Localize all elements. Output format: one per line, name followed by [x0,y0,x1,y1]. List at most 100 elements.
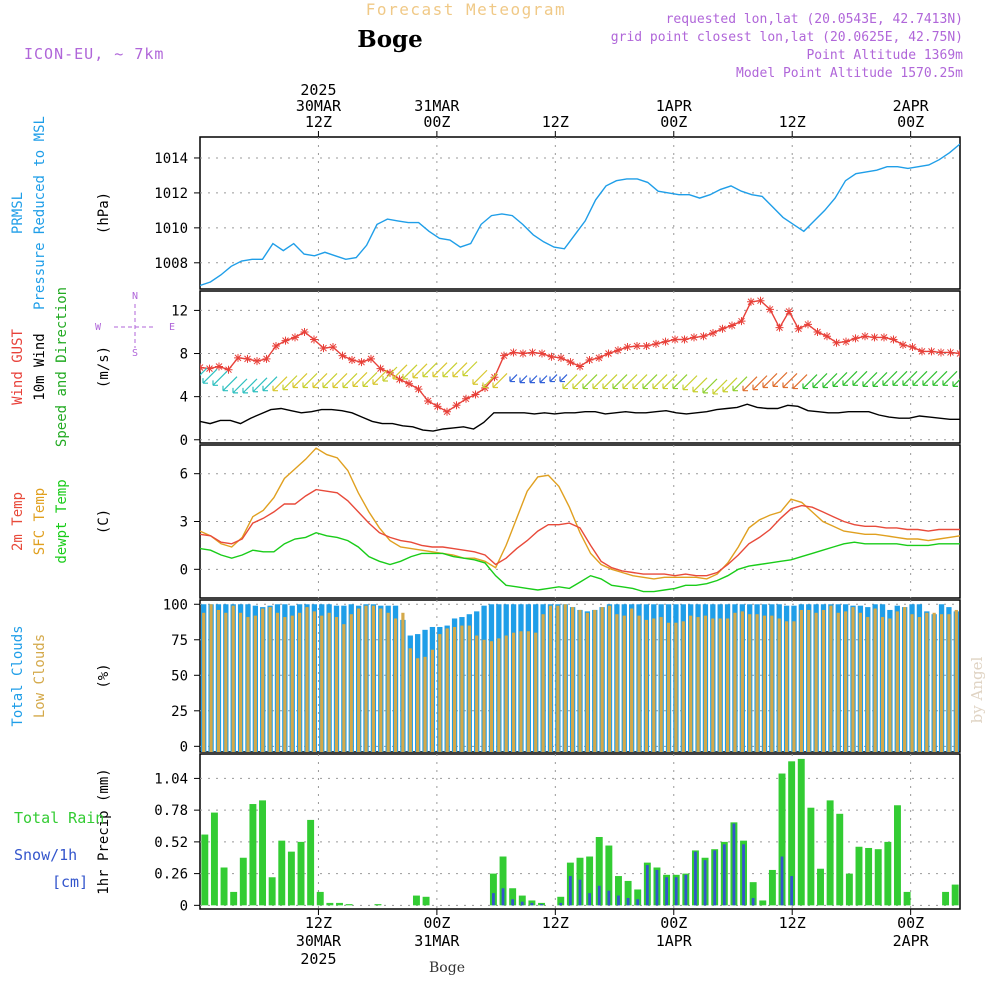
low-cloud-bar [821,609,826,752]
compass-w: W [95,322,102,333]
wind-direction-arrow [572,374,588,390]
top-time-label: 12Z [305,113,332,131]
top-time-label: 00Z [423,113,450,131]
low-cloud-bar [371,605,375,752]
low-cloud-bar [526,631,530,752]
rain-bar [788,761,796,906]
rain-bar [374,904,382,906]
wind-direction-arrow [782,373,798,389]
rain-bar [903,891,911,906]
rain-bar [489,873,497,906]
low-cloud-bar [379,608,383,752]
wind-direction-arrow [622,374,638,390]
rain-bar [605,845,613,906]
low-cloud-bar [364,605,368,752]
wind-direction-arrow [832,371,848,387]
side-label: [cm] [52,873,88,891]
low-cloud-bar [755,614,759,752]
wind-direction-arrow [642,374,658,390]
low-cloud-bar [534,632,538,752]
gust-marker [728,321,736,330]
low-cloud-bar [851,607,855,752]
wind-direction-arrow [362,371,378,387]
y-axis-label: (hPa) [96,192,112,234]
gust-marker [538,349,546,358]
gust-marker [756,296,765,305]
plot-area [201,758,959,906]
low-cloud-bar [519,631,523,752]
gust-marker [918,347,926,356]
gust-marker [348,355,356,364]
y-axis-label: (%) [96,663,112,688]
wind-direction-arrow [529,375,538,384]
y-tick-label: 75 [171,633,188,649]
y-tick-label: 6 [180,467,188,483]
gust-marker [747,297,755,306]
bottom-time-label: 30MAR [296,932,342,950]
compass-e: E [169,322,175,333]
low-cloud-bar [711,618,715,752]
low-cloud-bar [910,614,914,752]
rain-bar [894,805,901,906]
gust-marker [424,396,432,405]
low-cloud-bar [261,608,265,752]
low-cloud-bar [622,615,626,752]
wind-direction-arrow [252,377,268,393]
gust-marker [452,401,461,410]
point-altitude: Point Altitude 1369m [806,48,963,63]
low-cloud-bar [880,617,885,752]
snow-bar [713,850,717,906]
bottom-time-label: 12Z [779,914,806,932]
gust-marker [234,353,242,362]
gust-marker [319,344,328,353]
rain-bar [518,895,526,906]
top-time-label: 1APR [656,97,693,115]
low-cloud-bar [578,609,582,752]
wind-direction-arrow [482,373,498,389]
top-time-label: 2APR [893,97,930,115]
rain-bar [768,869,776,906]
rain-bar [624,880,632,906]
rain-bar [951,884,959,906]
snow-bar [694,851,697,906]
rain-bar [210,812,218,906]
snow-bar [492,893,495,906]
top-time-label: 12Z [779,113,806,131]
low-cloud-bar [733,612,737,752]
gust-marker [937,348,945,357]
low-cloud-bar [659,617,663,752]
low-cloud-bar [253,615,257,752]
low-cloud-bar [829,605,833,752]
rain-bar [557,896,565,906]
snow-bar [780,856,784,906]
panel-clouds: 0 25 50 75 100 (%) Total Clouds Low Clouds [10,597,961,755]
snow-bar [665,877,668,906]
snow-bar [655,869,659,906]
wind-direction-arrow [412,363,428,379]
plot-area [200,296,960,432]
plot-area [201,604,959,752]
y-tick-label: 1014 [154,151,188,167]
wind-direction-arrow [262,376,278,392]
gust-marker [414,385,423,394]
gust-marker [956,349,960,358]
y-tick-label: 50 [171,668,188,684]
low-cloud-bar [725,618,730,752]
top-time-label: 31MAR [414,97,460,115]
credit-watermark: by Angel [968,656,986,723]
gust-marker [405,379,413,388]
wind-direction-arrow [302,373,318,389]
gust-marker [595,353,603,362]
y-tick-label: 3 [180,515,188,531]
side-label: Wind GUST [10,329,26,405]
side-label: Total Rain [14,809,104,827]
low-cloud-bar [445,628,449,752]
wind-direction-arrow [200,367,208,376]
y-tick-label: 0.78 [154,803,188,819]
top-time-label: 2025 [300,81,336,99]
snow-bar [559,902,563,906]
low-cloud-bar [423,656,427,752]
side-label: Total Clouds [10,625,26,726]
